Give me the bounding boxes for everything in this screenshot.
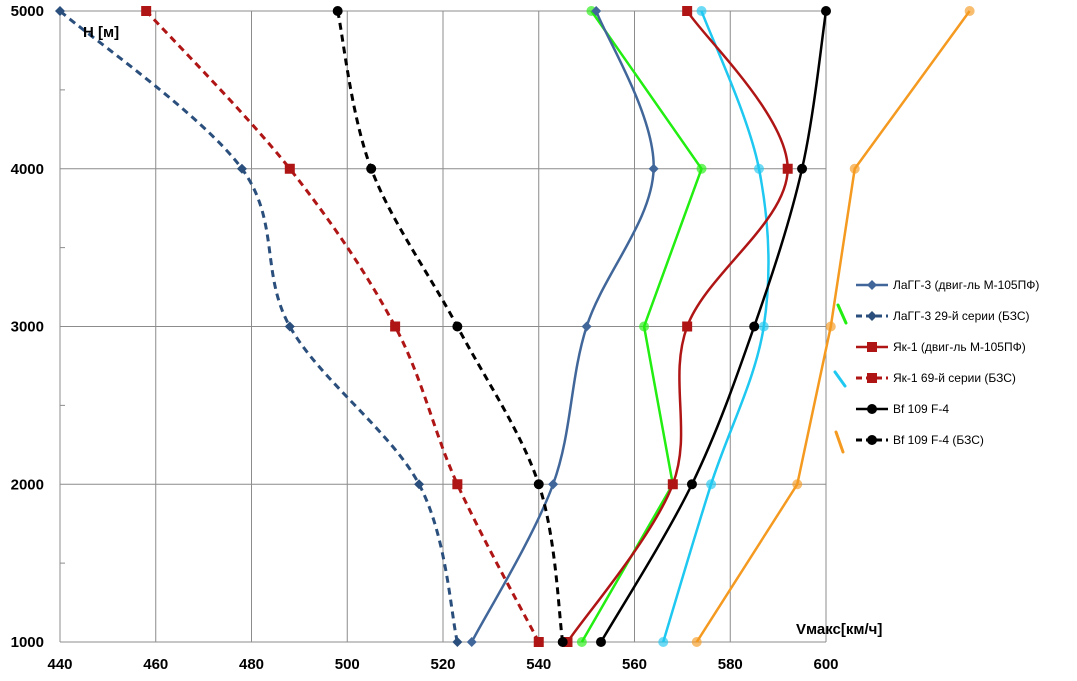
data-point-square — [390, 321, 401, 332]
data-point-square — [782, 163, 793, 174]
legend-label: Як-1 (двиг-ль М-105ПФ) — [893, 340, 1026, 354]
legend-label: ЛаГГ-3 29-й серии (БЗС) — [893, 309, 1030, 323]
x-axis-title: Vмакс[км/ч] — [796, 621, 882, 638]
legend-item: Як-1 69-й серии (БЗС) — [856, 371, 1016, 385]
grid — [59, 10, 827, 643]
legend: ЛаГГ-3 (двиг-ль М-105ПФ) ЛаГГ-3 29-й сери… — [833, 278, 1039, 454]
data-point-circle — [691, 637, 702, 647]
data-point-circle — [825, 321, 836, 332]
data-point-diamond — [284, 321, 295, 332]
legend-stray-mark — [834, 430, 845, 454]
data-point-circle — [595, 637, 606, 647]
data-point-circle — [658, 637, 669, 647]
series-layer — [55, 6, 975, 647]
data-point-diamond — [867, 280, 877, 290]
x-tick-label: 440 — [47, 656, 72, 673]
legend-item: Bf 109 F-4 (БЗС) — [856, 433, 984, 447]
x-tick-label: 460 — [143, 656, 168, 673]
legend-item: ЛаГГ-3 (двиг-ль М-105ПФ) — [856, 278, 1039, 292]
minor-ticks — [60, 89, 65, 564]
data-point-circle — [797, 163, 808, 174]
data-point-circle — [639, 321, 650, 332]
data-point-circle — [686, 479, 697, 490]
data-point-diamond — [414, 479, 425, 490]
series-line — [145, 9, 541, 643]
data-point-square — [533, 637, 544, 647]
data-point-circle — [696, 6, 707, 16]
series-9 — [691, 6, 975, 647]
x-tick-label: 580 — [718, 656, 743, 673]
series-6 — [332, 6, 568, 647]
data-point-circle — [696, 163, 707, 174]
data-point-diamond — [867, 311, 877, 321]
series-4 — [141, 6, 544, 647]
legend-item: ЛаГГ-3 29-й серии (БЗС) — [856, 309, 1030, 323]
data-point-square — [141, 6, 152, 16]
data-point-circle — [332, 6, 343, 16]
x-tick-label: 520 — [430, 656, 455, 673]
data-point-diamond — [591, 6, 602, 16]
y-tick-label: 3000 — [11, 319, 44, 336]
data-point-diamond — [55, 6, 65, 16]
data-point-circle — [849, 163, 860, 174]
data-point-circle — [758, 321, 769, 332]
data-point-square — [284, 163, 295, 174]
legend-item: Bf 109 F-4 — [856, 402, 949, 416]
data-point-square — [682, 321, 693, 332]
data-point-circle — [749, 321, 760, 332]
y-axis-title: H [м] — [83, 24, 119, 41]
data-point-diamond — [581, 321, 592, 332]
x-tick-label: 500 — [335, 656, 360, 673]
data-point-diamond — [548, 479, 559, 490]
data-point-circle — [706, 479, 717, 490]
legend-stray-mark — [836, 303, 848, 325]
y-tick-label: 4000 — [11, 161, 44, 178]
data-point-circle — [557, 637, 568, 647]
data-point-diamond — [466, 637, 477, 647]
series-8 — [658, 6, 770, 647]
data-point-square — [867, 373, 877, 383]
legend-stray-mark — [833, 370, 847, 388]
legend-label: Bf 109 F-4 — [893, 402, 949, 416]
x-tick-label: 560 — [622, 656, 647, 673]
series-line — [59, 9, 459, 643]
data-point-circle — [533, 479, 544, 490]
data-point-circle — [452, 321, 463, 332]
x-tick-label: 600 — [813, 656, 838, 673]
tick-labels: 440 460 480 500 520 540 560 580 600 1000 2000 3000 4… — [11, 3, 839, 673]
y-tick-label: 5000 — [11, 3, 44, 20]
y-tick-label: 2000 — [11, 476, 44, 493]
data-point-circle — [964, 6, 975, 16]
data-point-square — [667, 479, 678, 490]
data-point-diamond — [236, 163, 247, 174]
data-point-circle — [576, 637, 587, 647]
data-point-square — [452, 479, 463, 490]
legend-label: Як-1 69-й серии (БЗС) — [893, 371, 1016, 385]
series-5 — [595, 6, 831, 647]
data-point-circle — [821, 6, 831, 16]
series-2 — [55, 6, 463, 647]
y-tick-label: 1000 — [11, 634, 44, 651]
data-point-square — [867, 342, 877, 352]
data-point-circle — [753, 163, 764, 174]
x-tick-label: 480 — [239, 656, 264, 673]
data-point-circle — [792, 479, 803, 490]
legend-label: ЛаГГ-3 (двиг-ль М-105ПФ) — [893, 278, 1039, 292]
data-point-circle — [867, 404, 877, 414]
data-point-circle — [867, 435, 877, 445]
series-1 — [466, 6, 659, 647]
data-point-square — [682, 6, 693, 16]
data-point-circle — [366, 163, 377, 174]
data-point-diamond — [452, 637, 463, 647]
legend-item: Як-1 (двиг-ль М-105ПФ) — [856, 340, 1026, 354]
x-tick-label: 540 — [526, 656, 551, 673]
legend-label: Bf 109 F-4 (БЗС) — [893, 433, 984, 447]
data-point-diamond — [648, 163, 659, 174]
